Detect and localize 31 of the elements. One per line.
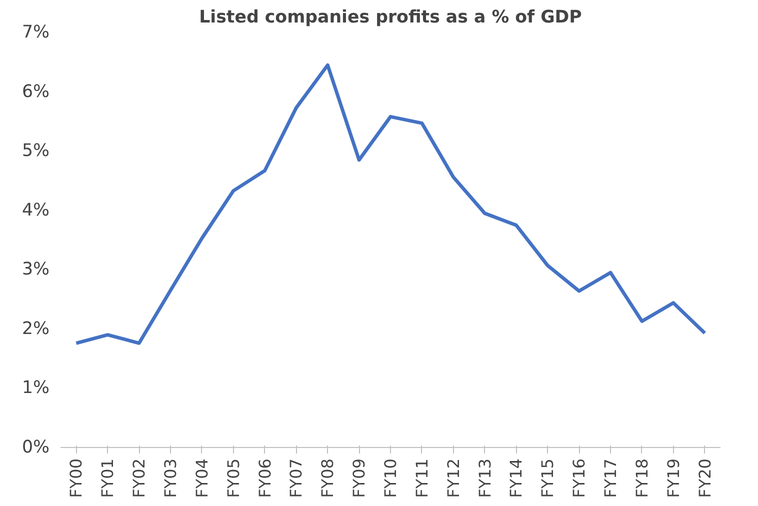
x-tick-label: FY05 xyxy=(224,458,243,498)
x-tick-label: FY11 xyxy=(412,458,432,498)
x-tick-label: FY14 xyxy=(506,458,526,498)
x-tick-label: FY03 xyxy=(161,458,180,498)
x-tick-label: FY18 xyxy=(632,458,652,498)
y-tick-label: 4% xyxy=(22,200,50,220)
x-tick-label: FY19 xyxy=(664,458,683,498)
x-tick-label: FY15 xyxy=(538,458,558,498)
y-tick-label: 6% xyxy=(22,82,50,102)
y-tick-label: 0% xyxy=(22,438,50,458)
x-tick-label: FY12 xyxy=(444,458,463,498)
x-tick-label: FY13 xyxy=(475,458,494,498)
y-tick-label: 5% xyxy=(22,141,50,162)
x-tick-label: FY04 xyxy=(192,458,212,498)
x-tick-label: FY01 xyxy=(98,458,118,498)
x-tick-label: FY16 xyxy=(570,458,589,498)
x-tick-label: FY08 xyxy=(318,458,338,498)
x-tick-label: FY10 xyxy=(381,458,400,498)
x-tick-label: FY20 xyxy=(695,458,714,498)
y-tick-label: 3% xyxy=(22,260,50,280)
x-tick-label: FY09 xyxy=(350,458,369,498)
x-tick-label: FY00 xyxy=(66,458,86,498)
chart-title: Listed companies profits as a % of GDP xyxy=(199,8,582,28)
y-tick-label: 7% xyxy=(22,22,50,42)
x-tick-label: FY17 xyxy=(601,458,620,498)
y-tick-label: 1% xyxy=(22,378,50,398)
line-series xyxy=(74,63,707,345)
x-tick-label: FY02 xyxy=(130,458,149,498)
x-tick-label: FY07 xyxy=(286,458,306,498)
y-tick-label: 2% xyxy=(22,318,50,339)
x-tick-label: FY06 xyxy=(255,458,274,498)
